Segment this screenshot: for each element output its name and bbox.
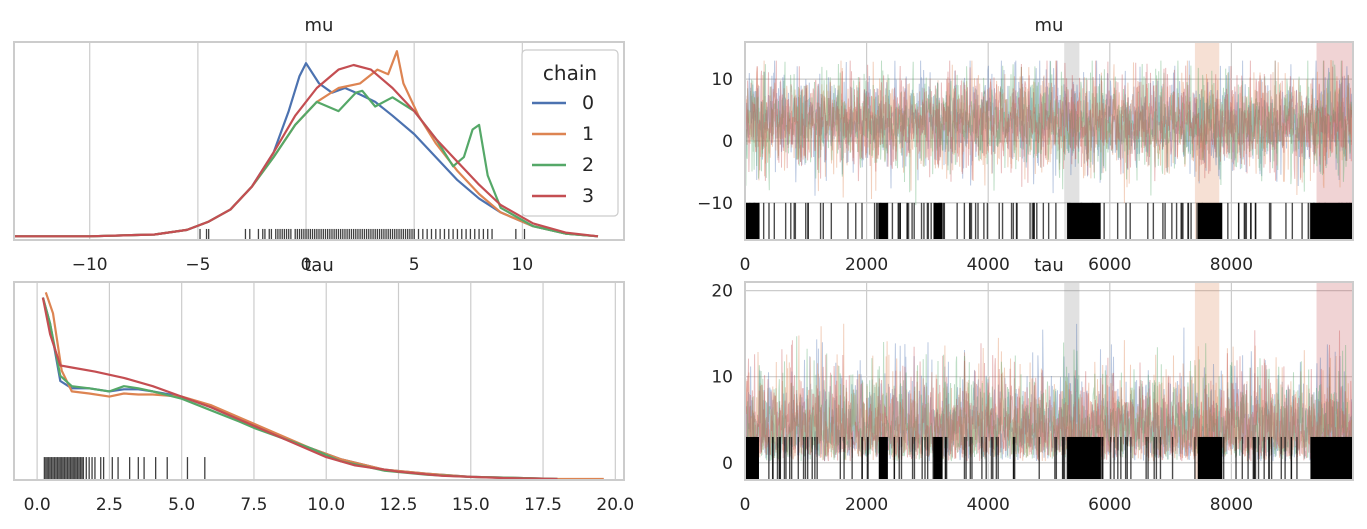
y-tick-label: 0: [722, 454, 733, 474]
x-tick-label: 4000: [967, 495, 1010, 515]
x-tick-label: 0.0: [24, 495, 51, 515]
x-tick-label: 2000: [845, 255, 888, 275]
panel-title: mu: [1035, 15, 1064, 36]
panel-title: tau: [304, 255, 334, 276]
x-tick-label: 10: [512, 255, 534, 275]
x-tick-label: 10.0: [307, 495, 345, 515]
trace-line-chain-1: [745, 323, 1353, 462]
x-tick-label: 5: [409, 255, 420, 275]
x-tick-label: 12.5: [380, 495, 418, 515]
x-tick-label: 15.0: [452, 495, 490, 515]
divergence-block: [1197, 202, 1223, 240]
y-tick-label: 10: [711, 70, 733, 90]
y-tick-label: 0: [722, 132, 733, 152]
axes-frame: [13, 41, 625, 241]
mu-density-panel: mu −10 −5 0 5 10 chain 0 1 2 3: [13, 15, 625, 275]
legend-title: chain: [543, 61, 597, 85]
mu-trace-panel: mu 0 2000 4000 6000 8000 −10 0 10: [697, 15, 1354, 275]
legend-box: [521, 49, 619, 217]
divergence-block: [1310, 202, 1353, 240]
density-line-chain-2: [41, 297, 558, 480]
axes-frame: [744, 41, 1354, 241]
trace-line-chain-1: [745, 60, 1353, 204]
legend-label-chain-1: 1: [582, 123, 594, 145]
x-tick-label: 0: [740, 495, 751, 515]
density-line-chain-3: [14, 63, 599, 238]
trace-line-chain-3: [745, 330, 1353, 462]
x-tick-label: 2000: [845, 495, 888, 515]
density-line-chain-1: [44, 292, 604, 480]
trace-line-chain-3: [745, 60, 1353, 187]
x-tick-label: 8000: [1210, 255, 1253, 275]
x-tick-label: 7.5: [240, 495, 267, 515]
tau-trace-panel: tau 0 2000 4000 6000 8000 0 10 20: [711, 255, 1354, 515]
panel-title: mu: [305, 15, 334, 36]
x-tick-label: 0: [740, 255, 751, 275]
divergence-block: [745, 436, 759, 480]
x-tick-label: 4000: [967, 255, 1010, 275]
legend-label-chain-2: 2: [582, 154, 594, 176]
axes-frame: [744, 281, 1354, 481]
shaded-trace-region: [1064, 42, 1080, 240]
x-tick-label: 6000: [1088, 495, 1131, 515]
divergence-block: [933, 202, 943, 240]
tau-density-panel: tau 0.0 2.5 5.0 7.5 10.0 12.5 15.0 17.5 20.0: [13, 255, 634, 515]
divergence-block: [878, 202, 888, 240]
shaded-trace-region: [1064, 282, 1080, 480]
divergence-block: [933, 436, 943, 480]
density-line-chain-3: [41, 297, 558, 480]
divergence-block: [745, 202, 759, 240]
trace-line-chain-0: [745, 323, 1353, 462]
x-tick-label: 2.5: [96, 495, 123, 515]
plot-area: [14, 50, 599, 239]
trace-line-chain-2: [745, 60, 1353, 206]
axes-frame: [13, 281, 625, 481]
panel-title: tau: [1034, 255, 1064, 276]
divergence-block: [1067, 202, 1101, 240]
legend-label-chain-0: 0: [582, 92, 594, 114]
trace-line-chain-0: [745, 60, 1353, 196]
x-tick-label: 6000: [1088, 255, 1131, 275]
legend-label-chain-3: 3: [582, 185, 594, 207]
x-tick-label: 5.0: [168, 495, 195, 515]
plot-area: [745, 282, 1353, 480]
x-tick-label: 20.0: [596, 495, 634, 515]
x-tick-label: −5: [185, 255, 210, 275]
x-tick-label: 17.5: [524, 495, 562, 515]
plot-area: [745, 42, 1353, 240]
y-tick-label: −10: [697, 194, 733, 214]
y-tick-label: 10: [711, 368, 733, 388]
x-tick-label: −10: [72, 255, 108, 275]
plot-area: [41, 292, 604, 480]
divergence-block: [878, 436, 888, 480]
trace-line-chain-2: [745, 336, 1353, 462]
x-tick-label: 0: [301, 255, 312, 275]
x-tick-label: 8000: [1210, 495, 1253, 515]
y-tick-label: 20: [711, 282, 733, 302]
legend: chain 0 1 2 3: [521, 49, 619, 217]
